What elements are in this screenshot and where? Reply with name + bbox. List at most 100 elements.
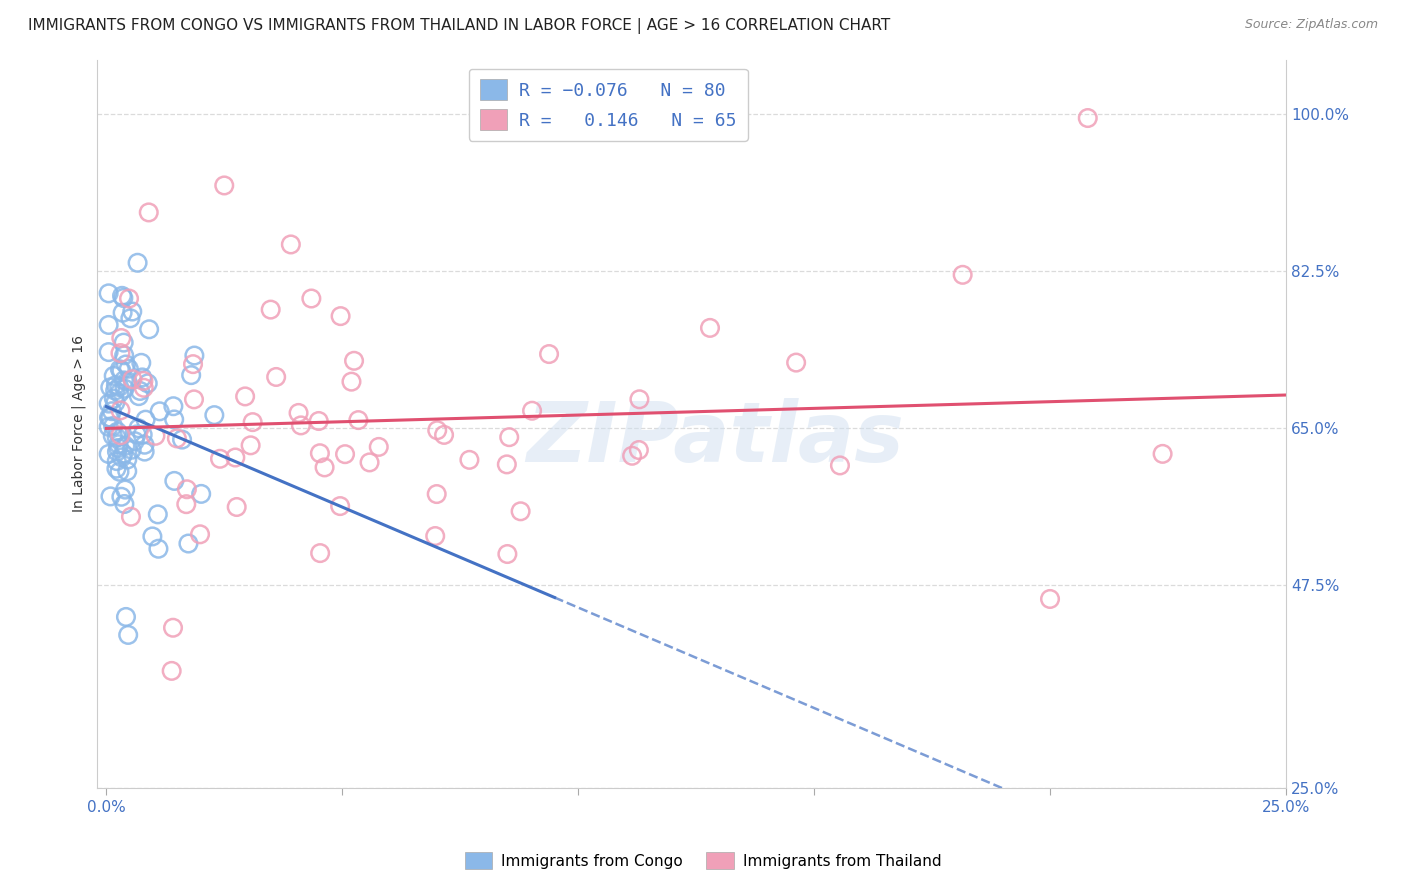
Point [260,302,283,317]
Point [1152,447,1174,461]
Point [105,454,128,468]
Point [628,392,651,407]
Point [114,483,136,497]
Legend: R = −0.076   N = 80, R =   0.146   N = 65: R = −0.076 N = 80, R = 0.146 N = 65 [468,69,748,141]
Point [498,430,520,444]
Point [110,331,132,345]
Point [103,368,125,383]
Point [101,429,124,443]
Point [148,541,170,556]
Point [162,621,184,635]
Point [329,499,352,513]
Point [107,437,129,451]
Point [1039,591,1062,606]
Point [359,455,381,469]
Point [329,309,352,323]
Point [121,304,143,318]
Point [309,546,332,560]
Point [160,664,183,678]
Point [287,406,309,420]
Point [141,529,163,543]
Point [97,345,120,359]
Point [110,403,132,417]
Point [132,381,155,395]
Point [112,335,135,350]
Point [233,389,256,403]
Point [367,440,389,454]
Y-axis label: In Labor Force | Age > 16: In Labor Force | Age > 16 [72,335,86,512]
Point [828,458,851,473]
Point [520,403,543,417]
Point [242,415,264,429]
Point [699,321,721,335]
Point [98,380,121,394]
Point [425,529,447,543]
Point [107,441,129,455]
Legend: Immigrants from Congo, Immigrants from Thailand: Immigrants from Congo, Immigrants from T… [458,846,948,875]
Point [110,364,132,378]
Point [105,425,128,439]
Point [621,449,644,463]
Point [509,504,531,518]
Point [183,349,205,363]
Text: Source: ZipAtlas.com: Source: ZipAtlas.com [1244,18,1378,31]
Point [97,419,120,434]
Point [112,373,135,387]
Point [117,628,139,642]
Point [135,412,157,426]
Point [134,438,156,452]
Point [111,289,134,303]
Point [129,384,152,398]
Point [347,413,370,427]
Point [97,286,120,301]
Point [108,465,131,479]
Point [125,427,148,442]
Point [163,474,186,488]
Point [176,483,198,497]
Point [952,268,974,282]
Point [146,508,169,522]
Point [280,237,302,252]
Point [104,384,127,398]
Point [115,610,138,624]
Point [225,500,247,514]
Point [101,419,124,434]
Point [108,380,131,394]
Point [309,446,332,460]
Point [138,322,160,336]
Point [264,370,287,384]
Point [117,374,139,388]
Point [97,396,120,410]
Point [112,447,135,461]
Point [105,461,128,475]
Point [105,431,128,445]
Point [224,450,246,465]
Point [108,362,131,376]
Point [239,438,262,452]
Point [138,205,160,219]
Point [115,358,138,372]
Point [190,487,212,501]
Point [343,353,366,368]
Point [149,404,172,418]
Point [202,408,225,422]
Point [118,361,141,376]
Point [496,547,519,561]
Point [104,378,127,392]
Point [127,421,149,435]
Point [314,460,336,475]
Point [785,355,807,369]
Point [127,256,149,270]
Point [112,291,135,305]
Point [111,450,134,465]
Point [128,389,150,403]
Point [340,375,363,389]
Point [181,357,204,371]
Point [1077,111,1099,125]
Point [627,443,650,458]
Point [111,306,134,320]
Point [100,490,122,504]
Point [114,382,136,396]
Point [114,439,136,453]
Point [170,433,193,447]
